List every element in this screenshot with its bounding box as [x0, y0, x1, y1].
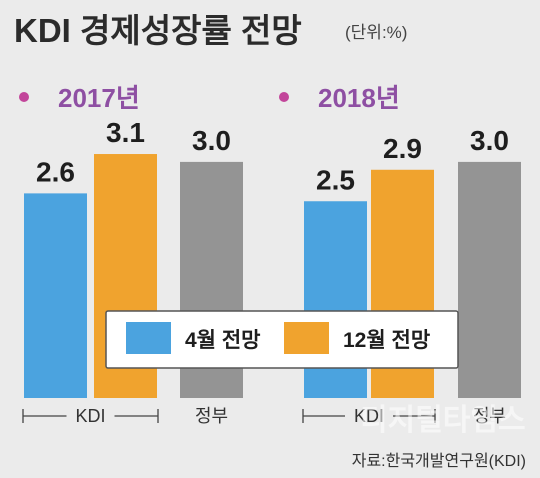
bar-april: [24, 193, 87, 398]
category-label-government: 정부: [473, 406, 506, 426]
unit-label: (단위:%): [345, 23, 407, 42]
year-dot-icon: [279, 92, 289, 102]
chart-title: KDI 경제성장률 전망: [14, 12, 302, 49]
watermark-text: 디지털타임스: [360, 404, 526, 437]
value-label: 2.9: [383, 133, 422, 164]
legend-label-december: 12월 전망: [343, 329, 430, 352]
category-label-kdi: KDI: [354, 406, 384, 426]
year-label: 2018년: [318, 83, 400, 113]
value-label: 2.5: [316, 164, 355, 195]
legend-swatch-april: [126, 322, 171, 354]
chart-marks: 2017년 2.6 3.1 3.0 KDI 정부 2018년 2.5 2.9 3.0 KDI 정부: [19, 83, 521, 426]
legend-swatch-december: [284, 322, 329, 354]
value-label: 3.0: [470, 125, 509, 156]
category-label-kdi: KDI: [75, 406, 105, 426]
value-label: 3.0: [192, 125, 231, 156]
bar-government: [458, 161, 521, 398]
year-dot-icon: [19, 92, 29, 102]
year-label: 2017년: [58, 83, 140, 113]
legend: 4월 전망 12월 전망: [105, 310, 459, 369]
source-note: 자료:한국개발연구원(KDI): [352, 452, 526, 470]
legend-label-april: 4월 전망: [185, 329, 260, 352]
legend-box: [105, 310, 459, 369]
category-label-government: 정부: [195, 406, 228, 426]
value-label: 2.6: [36, 156, 75, 187]
value-label: 3.1: [106, 117, 145, 148]
